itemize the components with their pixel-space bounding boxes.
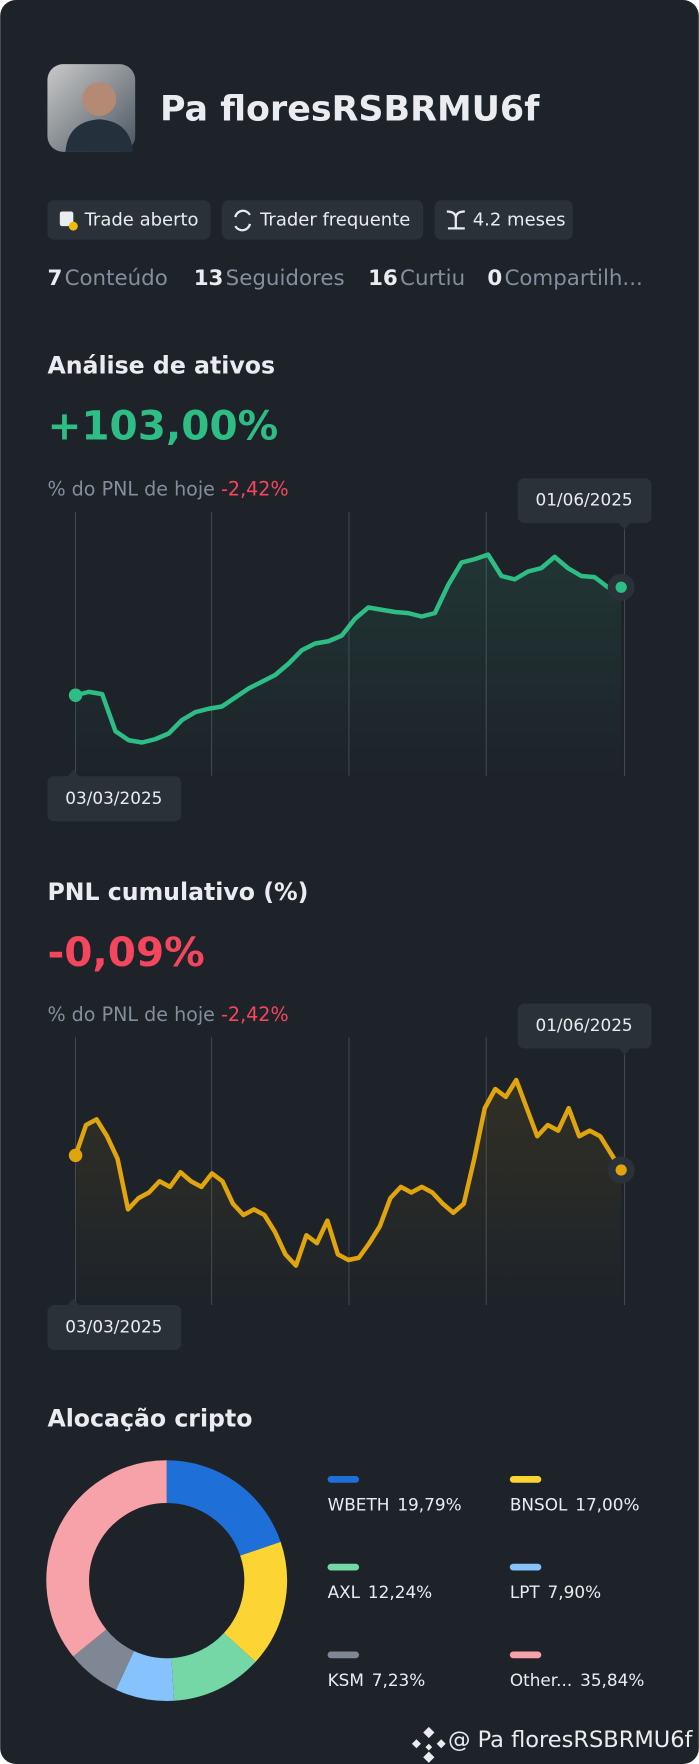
end-date: 01/06/2025 — [535, 1015, 632, 1035]
stat: 7 Conteúdo — [47, 266, 167, 291]
start-point — [68, 1148, 83, 1163]
legend-name: Other... — [510, 1670, 572, 1690]
avatar — [47, 64, 136, 152]
today-value: -2,42% — [221, 477, 289, 500]
tag-label: Trader frequente — [259, 210, 410, 231]
stat: 16 Curtiu — [368, 266, 465, 291]
donut-segment — [73, 1628, 135, 1690]
donut-segment — [223, 1541, 288, 1662]
legend-item: AXL 12,24% — [328, 1582, 433, 1602]
line — [75, 552, 622, 745]
legend-item: KSM 7,23% — [328, 1670, 426, 1690]
legend-value: 35,84% — [580, 1670, 644, 1690]
stat-value: 16 — [368, 266, 398, 291]
start-date: 03/03/2025 — [65, 788, 162, 808]
stat-value: 13 — [194, 266, 224, 291]
area — [75, 1080, 622, 1305]
legend-item: WBETH 19,79% — [328, 1494, 462, 1514]
section-title: Análise de ativos — [47, 351, 275, 379]
pnl-value: -0,09% — [47, 928, 204, 976]
donut-segment — [170, 1632, 256, 1701]
today-label: % do PNL de hoje — [47, 477, 215, 500]
legend-item: BNSOL 17,00% — [510, 1494, 640, 1514]
legend-name: WBETH — [328, 1494, 390, 1514]
watermark: @ Pa floresRSBRMU6f — [411, 1726, 694, 1763]
stat: 0 Compartilh... — [487, 266, 643, 291]
legend-swatch — [327, 1476, 360, 1483]
legend-value: 19,79% — [397, 1494, 461, 1514]
stat-label: Conteúdo — [65, 266, 168, 291]
legend-item: LPT 7,90% — [510, 1582, 601, 1602]
today-value: -2,42% — [221, 1002, 289, 1025]
legend-swatch — [327, 1651, 360, 1659]
asset-value: +103,00% — [47, 402, 278, 450]
tag-label: Trade aberto — [84, 210, 199, 231]
stats: 7 Conteúdo 13 Seguidores 16 Curtiu 0 Compartilh… — [47, 266, 642, 291]
legend-name: AXL — [328, 1582, 361, 1602]
section-title: Alocação cripto — [47, 1404, 252, 1432]
donut-segment — [165, 1460, 281, 1557]
end-point — [615, 1164, 627, 1176]
end-point — [615, 581, 627, 593]
legend-name: LPT — [510, 1582, 541, 1602]
legend-swatch — [509, 1476, 542, 1483]
tag: Trader frequente — [221, 200, 424, 240]
legend-swatch — [327, 1563, 360, 1571]
tooltip — [517, 1003, 652, 1056]
legend-name: BNSOL — [510, 1494, 568, 1514]
today-label: % do PNL de hoje — [47, 1002, 215, 1025]
tag: 4.2 meses — [434, 200, 573, 240]
watermark-text: @ Pa floresRSBRMU6f — [448, 1727, 694, 1753]
legend-swatch — [509, 1563, 542, 1571]
legend-value: 17,00% — [575, 1494, 639, 1514]
start-date: 03/03/2025 — [65, 1317, 162, 1337]
tooltip — [47, 769, 182, 822]
legend-value: 7,90% — [548, 1582, 602, 1602]
line — [73, 1077, 624, 1268]
tag-label: 4.2 meses — [473, 210, 566, 231]
stat-label: Curtiu — [400, 266, 465, 291]
stat-label: Compartilh... — [504, 266, 642, 291]
legend-name: KSM — [328, 1670, 364, 1690]
legend-item: Other... 35,84% — [510, 1670, 645, 1690]
area — [75, 554, 622, 777]
legend-value: 12,24% — [368, 1582, 432, 1602]
start-point — [68, 688, 83, 702]
section-title: PNL cumulativo (%) — [47, 878, 308, 906]
user-name: Pa floresRSBRMU6f — [160, 89, 540, 129]
stat: 13 Seguidores — [194, 266, 345, 291]
legend-value: 7,23% — [372, 1670, 426, 1690]
today-pnl: % do PNL de hoje -2,42% — [47, 1002, 288, 1025]
donut-segment — [46, 1460, 168, 1657]
stat-value: 7 — [47, 266, 62, 291]
stat-value: 0 — [487, 266, 502, 291]
tooltip — [47, 1298, 182, 1350]
end-date: 01/06/2025 — [535, 490, 632, 510]
tooltip — [517, 478, 652, 530]
today-pnl: % do PNL de hoje -2,42% — [47, 477, 288, 500]
legend-swatch — [509, 1651, 542, 1659]
donut-segment — [115, 1650, 175, 1701]
stat-label: Seguidores — [226, 266, 345, 291]
tag: Trade aberto — [47, 200, 211, 240]
